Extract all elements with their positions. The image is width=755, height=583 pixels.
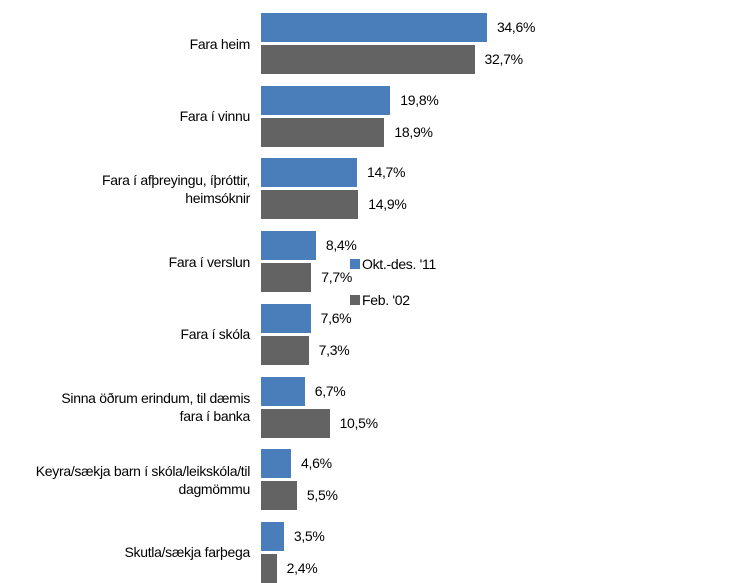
category-label: Fara í verslun [168,253,251,270]
legend-label: Okt.-des. '11 [362,256,436,272]
value-label: 7,3% [318,341,350,358]
value-label: 18,9% [394,123,433,140]
bar [261,376,305,406]
bar [261,335,309,365]
value-label: 6,7% [314,382,346,399]
bar [261,117,385,147]
value-label: 14,9% [368,196,407,213]
bar [261,449,292,479]
value-label: 5,5% [306,487,338,504]
value-label: 10,5% [339,414,379,431]
value-label: 14,7% [366,164,406,181]
value-label: 32,7% [484,51,524,67]
category-label: Keyra/sækja barn í skóla/leikskóla/til d… [35,462,251,497]
bar [261,13,487,42]
bar [261,158,357,188]
category-label: Skutla/sækja farþega [124,544,250,561]
bar [261,263,312,293]
bar [261,521,284,551]
value-label: 7,6% [320,309,352,326]
value-label: 4,6% [301,455,332,472]
value-label: 2,4% [286,559,318,576]
category-label: Sinna öðrum erindum, til dæmis fara í ba… [61,390,250,424]
bar [261,231,316,261]
legend-entry: Feb. '02 [350,291,410,309]
bar [261,481,297,511]
value-label: 7,7% [321,269,352,286]
legend-label: Feb. '02 [362,292,410,308]
bar [261,190,359,220]
bar [261,408,330,438]
value-label: 3,5% [293,527,325,544]
category-label: Fara í vinnu [179,108,251,125]
bar [261,85,391,115]
bar [261,45,475,74]
category-label: Fara í skóla [180,326,250,343]
legend-entry: Okt.-des. '11 [350,255,436,273]
bar [261,553,277,583]
value-label: 8,4% [325,237,357,254]
value-label: 34,6% [496,19,536,35]
category-label: Fara í afþreyingu, íþróttir, heimsóknir [101,171,250,206]
value-label: 19,8% [400,91,439,108]
legend-swatch [350,259,360,269]
category-label: Fara heim [189,35,251,52]
legend-swatch [350,295,360,305]
bar [261,303,311,333]
